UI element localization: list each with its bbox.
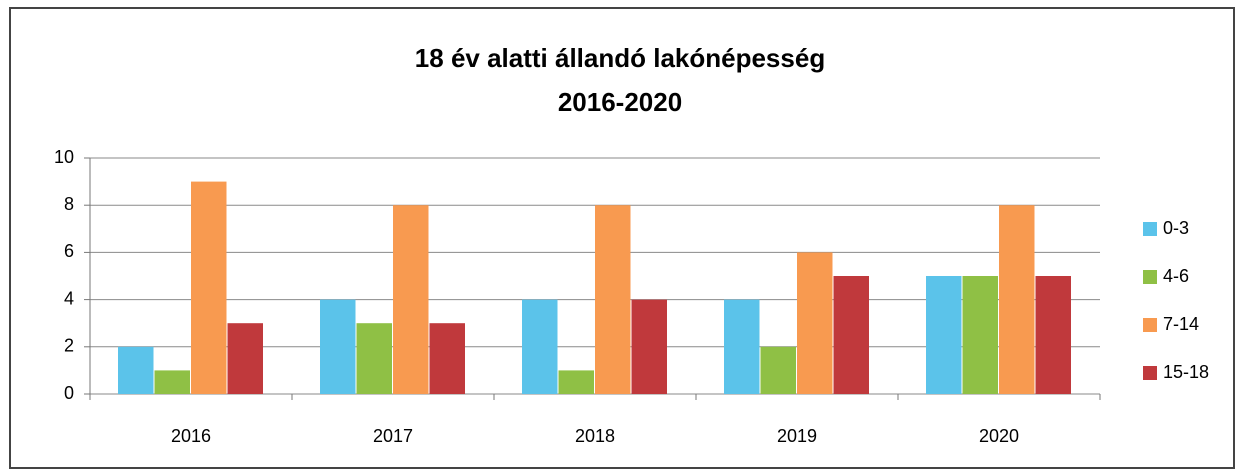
y-tick-label: 0: [64, 383, 74, 403]
bar: [522, 299, 558, 394]
legend-swatch: [1143, 366, 1157, 380]
chart-subtitle: 2016-2020: [558, 87, 682, 117]
bar: [558, 370, 594, 394]
y-tick-label: 6: [64, 241, 74, 261]
bar: [833, 276, 869, 394]
bar: [595, 205, 631, 394]
bar: [154, 370, 190, 394]
x-tick-label: 2020: [979, 426, 1019, 446]
x-tick-label: 2018: [575, 426, 615, 446]
legend-label: 7-14: [1163, 314, 1199, 334]
legend-swatch: [1143, 222, 1157, 236]
bar: [118, 346, 154, 394]
bar: [320, 299, 356, 394]
bar: [356, 323, 392, 394]
bar: [760, 346, 796, 394]
bar: [962, 276, 998, 394]
x-tick-label: 2016: [171, 426, 211, 446]
bar: [631, 299, 667, 394]
y-tick-label: 2: [64, 336, 74, 356]
x-tick-label: 2017: [373, 426, 413, 446]
legend-label: 4-6: [1163, 266, 1189, 286]
legend-swatch: [1143, 318, 1157, 332]
legend-label: 15-18: [1163, 362, 1209, 382]
bar: [797, 252, 833, 394]
chart-title: 18 év alatti állandó lakónépesség: [415, 43, 825, 73]
y-tick-label: 8: [64, 194, 74, 214]
y-tick-label: 10: [54, 147, 74, 167]
bar: [1035, 276, 1071, 394]
bar: [227, 323, 263, 394]
x-tick-label: 2019: [777, 426, 817, 446]
bar: [393, 205, 429, 394]
y-tick-label: 4: [64, 288, 74, 308]
legend-swatch: [1143, 270, 1157, 284]
legend-label: 0-3: [1163, 218, 1189, 238]
bar: [191, 181, 227, 394]
bar: [429, 323, 465, 394]
bar: [724, 299, 760, 394]
bar: [926, 276, 962, 394]
bar: [999, 205, 1035, 394]
